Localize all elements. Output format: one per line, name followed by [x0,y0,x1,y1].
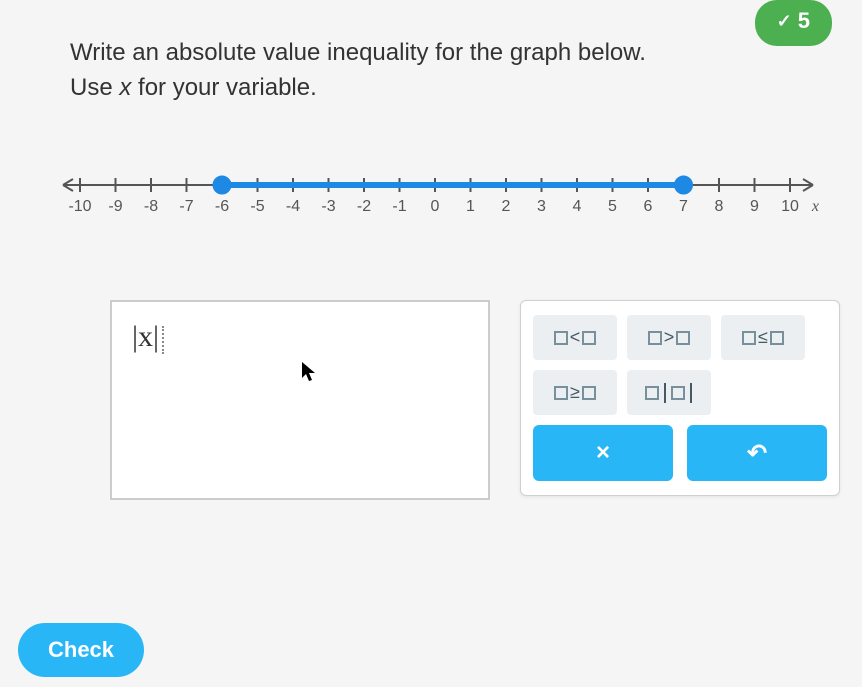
svg-text:3: 3 [537,198,546,215]
answer-input[interactable]: |x| [110,300,490,500]
op-less-than-button[interactable]: < [533,315,617,360]
palette-actions: × ↶ [533,425,827,481]
question-line2: Use x for your variable. [70,71,822,106]
svg-text:-3: -3 [321,198,335,215]
x-icon: × [596,439,610,467]
svg-text:-8: -8 [144,198,158,215]
answer-content: |x| [132,320,468,354]
score-count: 5 [798,8,810,34]
palette-row-1: < > ≤ [533,315,827,360]
operator-palette: < > ≤ ≥ × ↶ [520,300,840,496]
op-greater-equal-button[interactable]: ≥ [533,370,617,415]
svg-text:x: x [811,198,819,215]
svg-text:-4: -4 [286,198,300,215]
clear-button[interactable]: × [533,425,673,481]
svg-text:2: 2 [502,198,511,215]
svg-text:-6: -6 [215,198,229,215]
svg-text:-2: -2 [357,198,371,215]
svg-text:7: 7 [679,198,688,215]
palette-row-2: ≥ [533,370,827,415]
svg-text:0: 0 [431,198,440,215]
svg-text:-7: -7 [179,198,193,215]
svg-text:-9: -9 [108,198,122,215]
svg-text:1: 1 [466,198,475,215]
question-text: Write an absolute value inequality for t… [70,36,822,106]
op-absolute-value-button[interactable] [627,370,711,415]
svg-text:6: 6 [644,198,653,215]
check-icon: ✓ [777,11,792,32]
undo-button[interactable]: ↶ [687,425,827,481]
svg-text:-1: -1 [392,198,406,215]
svg-text:8: 8 [715,198,724,215]
op-greater-than-button[interactable]: > [627,315,711,360]
svg-text:10: 10 [781,198,799,215]
undo-icon: ↶ [747,439,767,468]
svg-text:-10: -10 [68,198,91,215]
svg-text:4: 4 [573,198,582,215]
answer-prefix: |x| [132,320,159,354]
svg-text:5: 5 [608,198,617,215]
svg-text:9: 9 [750,198,759,215]
op-less-equal-button[interactable]: ≤ [721,315,805,360]
check-button[interactable]: Check [18,623,144,677]
check-button-label: Check [48,637,114,662]
svg-text:-5: -5 [250,198,264,215]
question-line1: Write an absolute value inequality for t… [70,36,822,71]
number-line: -10-9-8-7-6-5-4-3-2-1012345678910x [55,145,825,245]
text-cursor [162,326,164,354]
